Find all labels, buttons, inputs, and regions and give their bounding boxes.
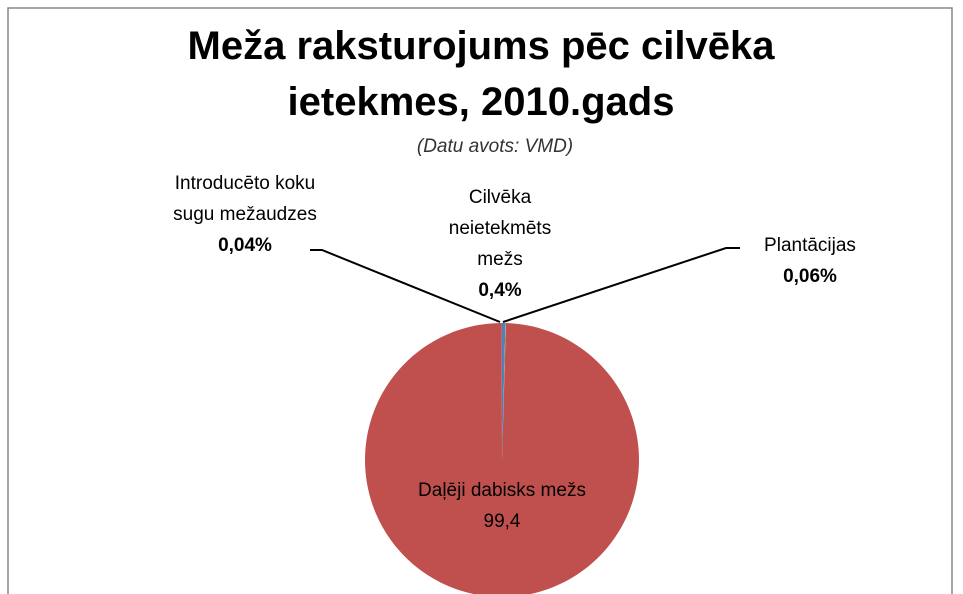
category-label: Daļēji dabisks mežs (418, 480, 586, 501)
chart-title: Meža raksturojums pēc cilvēka ietekmes, … (187, 24, 775, 124)
slice-label: Plantācijas 0,06% (730, 230, 890, 292)
chart-subtitle: (Datu avots: VMD) (416, 136, 574, 157)
pie-slice (364, 323, 639, 594)
pie-slice (502, 323, 506, 460)
category-label: Plantācijas (764, 235, 856, 256)
leader-line (310, 249, 501, 323)
slice-label: Daļēji dabisks mežs 99,4 (417, 475, 587, 537)
chart-border (7, 7, 953, 594)
pie-slice (502, 323, 506, 460)
value-label: 0,04% (218, 235, 272, 256)
category-label: Introducēto koku sugu mežaudzes (173, 173, 317, 225)
slice-label: Introducēto koku sugu mežaudzes 0,04% (170, 168, 320, 261)
leader-line (502, 247, 740, 323)
slice-label: Cilvēka neietekmēts mežs 0,4% (430, 182, 570, 306)
category-label: Cilvēka neietekmēts mežs (448, 187, 552, 270)
pie (364, 323, 639, 594)
value-label: 99,4 (483, 511, 521, 532)
value-label: 0,4% (478, 280, 522, 301)
value-label: 0,06% (783, 266, 837, 287)
